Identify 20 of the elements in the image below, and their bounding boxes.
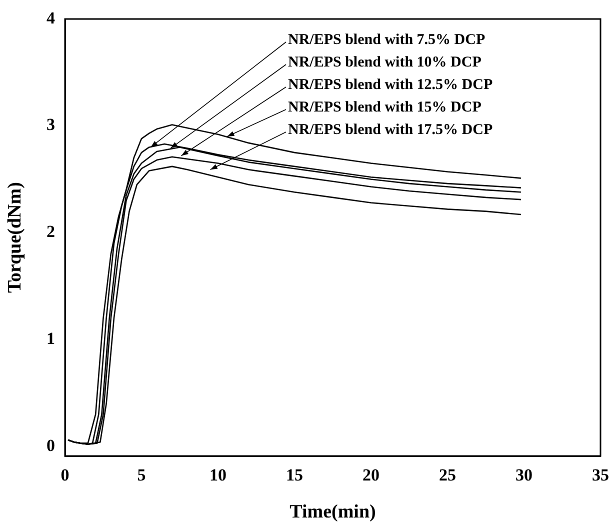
x-tick-label: 10 — [210, 466, 226, 485]
annotation: NR/EPS blend with 10% DCP — [288, 54, 482, 70]
annotation: NR/EPS blend with 7.5% DCP — [288, 32, 486, 48]
y-axis-title: Torque(dNm) — [4, 182, 26, 293]
x-tick-label: 20 — [362, 466, 380, 485]
annotation: NR/EPS blend with 12.5% DCP — [288, 76, 493, 93]
annotation: NR/EPS blend with 15% DCP — [288, 99, 482, 116]
x-tick-label: 15 — [286, 466, 303, 485]
x-tick-label: 35 — [592, 466, 609, 485]
y-tick-label: 2 — [46, 222, 55, 242]
y-tick-label: 1 — [46, 328, 55, 348]
x-tick-label: 25 — [439, 466, 456, 485]
x-tick-label: 0 — [60, 466, 70, 485]
y-tick-label: 4 — [46, 8, 56, 28]
annotation: NR/EPS blend with 17.5% DCP — [288, 122, 493, 138]
x-tick-label: 30 — [516, 466, 532, 485]
y-tick-label: 0 — [46, 436, 55, 455]
x-axis-title: Time(min) — [290, 502, 376, 523]
y-tick-label: 3 — [46, 115, 55, 134]
x-tick-label: 5 — [137, 466, 146, 485]
